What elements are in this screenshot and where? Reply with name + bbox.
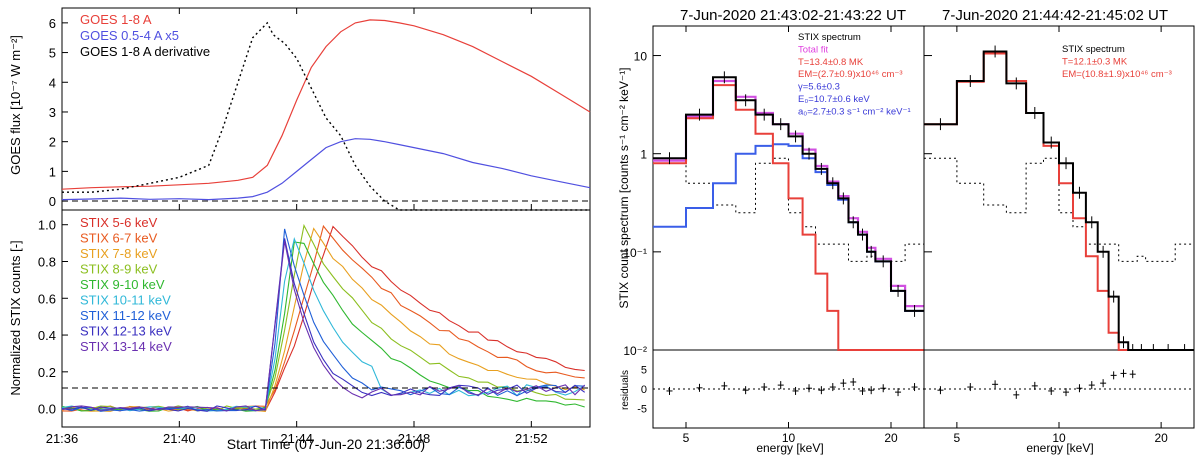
residual-2-points xyxy=(924,369,1194,399)
sp-y-tick-label: 10⁻¹ xyxy=(623,246,647,260)
sp-legend-3: EM=(10.8±1.9)x10⁴⁶ cm⁻³ xyxy=(1062,69,1172,80)
residuals-label: residuals xyxy=(620,370,631,410)
spectrum-1-series xyxy=(653,71,924,351)
lc-legend-1: STIX 5-6 keV xyxy=(80,215,158,230)
lc-legend-8: STIX 12-13 keV xyxy=(80,324,172,339)
lc-series-2 xyxy=(61,224,585,412)
goes-series-2 xyxy=(61,138,591,201)
sp-y-tick-label: 10⁻² xyxy=(623,344,647,358)
sp-x-tick-label: 20 xyxy=(1154,431,1168,445)
lc-series-8 xyxy=(61,238,586,412)
thermal-series xyxy=(653,84,924,351)
goes-legend-3: GOES 1-8 A derivative xyxy=(80,44,210,59)
lc-y-tick-label: 0.6 xyxy=(38,291,56,306)
sp-legend-1: STIX spectrum xyxy=(798,32,861,43)
goes-y-tick-label: 4 xyxy=(49,75,56,90)
goes-panel: 0 1 2 3 4 5 6 GOES 1-8 A GOES 0.5-4 A x5 GOES … xyxy=(8,7,591,211)
sp-x-tick-label: 20 xyxy=(884,431,898,445)
goes-y-ticks: 0 1 2 3 4 5 6 xyxy=(49,8,532,210)
lc-x-tick-label: 21:52 xyxy=(515,431,548,446)
lc-series-7 xyxy=(61,228,585,412)
stix-lightcurve-frame xyxy=(61,209,591,428)
goes-y-tick-label: 3 xyxy=(49,105,56,120)
goes-y-tick-label: 0 xyxy=(49,194,56,209)
sp-x-tick-label: 5 xyxy=(683,431,690,445)
lc-x-tick-label: 21:40 xyxy=(163,431,196,446)
residual-1-points: 5 0 -5 xyxy=(637,365,924,416)
lc-legend-6: STIX 10-11 keV xyxy=(80,293,171,308)
lc-y-tick-label: 1.0 xyxy=(38,218,56,233)
spectrum-2-x-label: energy [keV] xyxy=(1026,441,1093,455)
lc-legend-7: STIX 11-12 keV xyxy=(80,308,171,323)
sp-legend-7: a₀=2.7±0.3 s⁻¹ cm⁻² keV⁻¹ xyxy=(798,106,911,117)
lc-y-tick-label: 0.0 xyxy=(38,402,56,417)
residual-tick-label: -5 xyxy=(637,404,647,416)
background-series xyxy=(924,157,1194,262)
sp-legend-5: γ=5.6±0.3 xyxy=(798,82,840,93)
spectrum-1-ticks: 10 1 10⁻¹ 10⁻² 5 10 20 xyxy=(623,26,898,445)
goes-y-tick-label: 1 xyxy=(49,164,56,179)
goes-legend-2: GOES 0.5-4 A x5 xyxy=(80,28,179,43)
lc-y-tick-label: 0.2 xyxy=(38,365,56,380)
lc-x-label: Start Time (07-Jun-20 21:36:00) xyxy=(227,436,425,452)
sp-legend-3: T=13.4±0.8 MK xyxy=(798,57,864,68)
stix-lightcurve-panel: 0.0 0.2 0.4 0.6 0.8 1.0 21:36 21:40 21:44 21:48 21… xyxy=(8,209,591,452)
lc-x-tick-label: 21:36 xyxy=(46,431,79,446)
lc-legend-4: STIX 8-9 keV xyxy=(80,262,158,277)
spectrum-1-title: 7-Jun-2020 21:43:02-21:43:22 UT xyxy=(680,7,906,24)
sp-legend-1: STIX spectrum xyxy=(1062,44,1125,55)
residual-tick-label: 0 xyxy=(641,384,647,396)
sp-legend-2: T=12.1±0.3 MK xyxy=(1062,56,1128,67)
lc-legend-9: STIX 13-14 keV xyxy=(80,339,172,354)
lc-y-label: Normalized STIX counts [-] xyxy=(8,240,23,395)
lc-ticks: 0.0 0.2 0.4 0.6 0.8 1.0 21:36 21:40 21:44 21:48 21… xyxy=(38,218,548,446)
sp-x-tick-label: 10 xyxy=(782,431,796,445)
sp-legend-6: E₀=10.7±0.6 keV xyxy=(798,94,870,105)
lc-legend-5: STIX 9-10 keV xyxy=(80,277,165,292)
goes-series-3 xyxy=(62,21,590,211)
sp-y-tick-label: 1 xyxy=(640,148,647,162)
spectrum-2-series xyxy=(924,45,1194,351)
sp-x-tick-label: 10 xyxy=(1052,431,1066,445)
spectrum-2-ticks: 5 10 20 xyxy=(924,26,1168,445)
spectrum-panel-2: 7-Jun-2020 21:44:42-21:45:02 UT 5 10 20 ST… xyxy=(923,7,1195,455)
goes-y-label: GOES flux [10⁻⁷ W m⁻²] xyxy=(8,35,23,175)
goes-y-tick-label: 2 xyxy=(49,135,56,150)
sp-legend-4: EM=(2.7±0.9)x10⁴⁶ cm⁻³ xyxy=(798,69,903,80)
sp-y-tick-label: 10 xyxy=(634,50,648,64)
spectrum-panel-1: 7-Jun-2020 21:43:02-21:43:22 UT 10110⁻¹1… xyxy=(617,7,925,455)
goes-y-tick-label: 6 xyxy=(49,16,56,31)
sp-legend-2: Total fit xyxy=(798,44,828,55)
goes-legend-1: GOES 1-8 A xyxy=(80,12,152,27)
thermal-series xyxy=(924,52,1194,351)
lc-x-tick-label: 21:48 xyxy=(398,431,431,446)
lc-y-tick-label: 0.4 xyxy=(38,328,56,343)
lc-legend-2: STIX 6-7 keV xyxy=(80,231,158,246)
spectrum-2-title: 7-Jun-2020 21:44:42-21:45:02 UT xyxy=(942,7,1168,24)
goes-series xyxy=(61,19,591,211)
goes-series-1 xyxy=(61,19,591,190)
lc-legend-3: STIX 7-8 keV xyxy=(80,246,158,261)
lc-y-tick-label: 0.8 xyxy=(38,254,56,269)
residual-tick-label: 5 xyxy=(641,365,647,377)
spectrum-y-label: STIX count spectrum [counts s⁻¹ cm⁻² keV… xyxy=(617,67,631,308)
lc-series-9 xyxy=(61,241,586,412)
sp-x-tick-label: 5 xyxy=(954,431,961,445)
goes-y-tick-label: 5 xyxy=(49,46,56,61)
spectrum-1-x-label: energy [keV] xyxy=(756,441,823,455)
lc-x-tick-label: 21:44 xyxy=(280,431,313,446)
